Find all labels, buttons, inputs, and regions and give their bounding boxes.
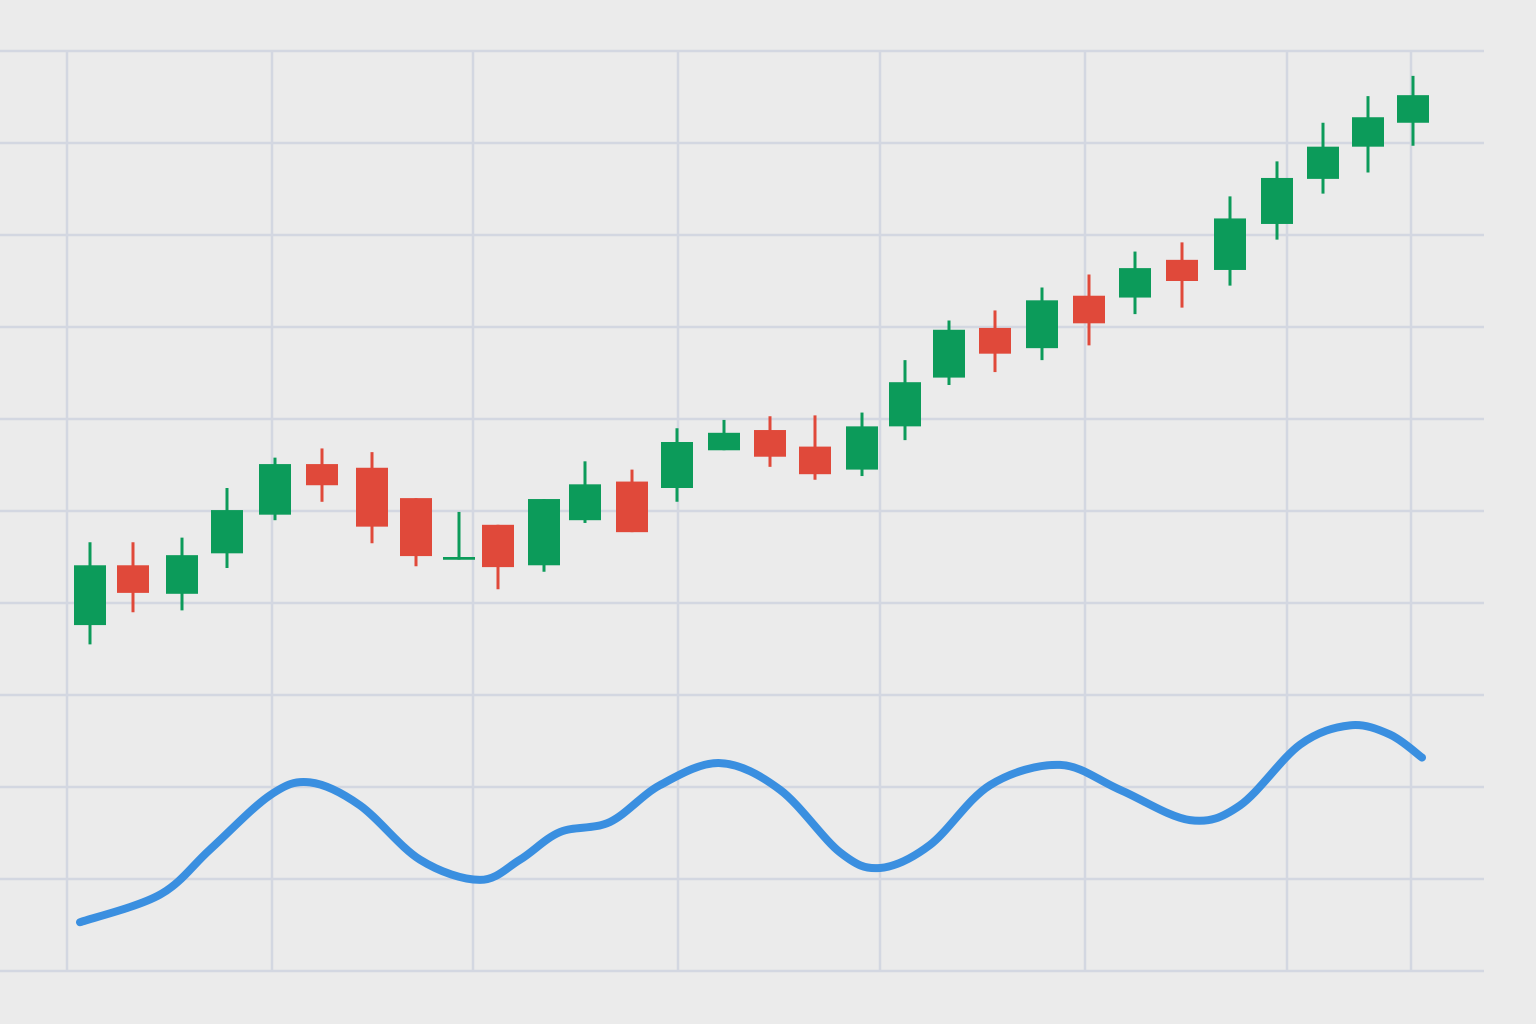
candle-body <box>117 565 149 593</box>
candle-body <box>528 499 560 566</box>
candle-body <box>443 557 475 560</box>
candle-body <box>1026 300 1058 349</box>
candle-body <box>306 464 338 486</box>
candle-body <box>1073 295 1105 324</box>
candle-body <box>754 430 786 457</box>
candle-body <box>356 467 388 527</box>
candle-body <box>708 432 740 451</box>
candle-body <box>846 426 878 470</box>
candle-body <box>166 555 198 594</box>
candle-body <box>1166 259 1198 281</box>
candle-body <box>569 484 601 521</box>
candle-body <box>211 510 243 554</box>
candle-body <box>1119 268 1151 298</box>
candle-body <box>661 442 693 488</box>
candle-body <box>799 446 831 475</box>
candle-body <box>889 382 921 427</box>
candle-body <box>259 464 291 515</box>
candle-body <box>616 481 648 533</box>
candle-body <box>1397 95 1429 123</box>
indicator-line <box>76 721 1426 927</box>
candle-body <box>933 329 965 378</box>
candle-body <box>1307 146 1339 179</box>
candle-body <box>74 565 106 626</box>
candle-body <box>482 524 514 568</box>
candle-body <box>1352 117 1384 147</box>
candle-body <box>1261 177 1293 224</box>
candle-body <box>1214 218 1246 270</box>
candle-body <box>400 498 432 557</box>
candle-body <box>979 327 1011 354</box>
